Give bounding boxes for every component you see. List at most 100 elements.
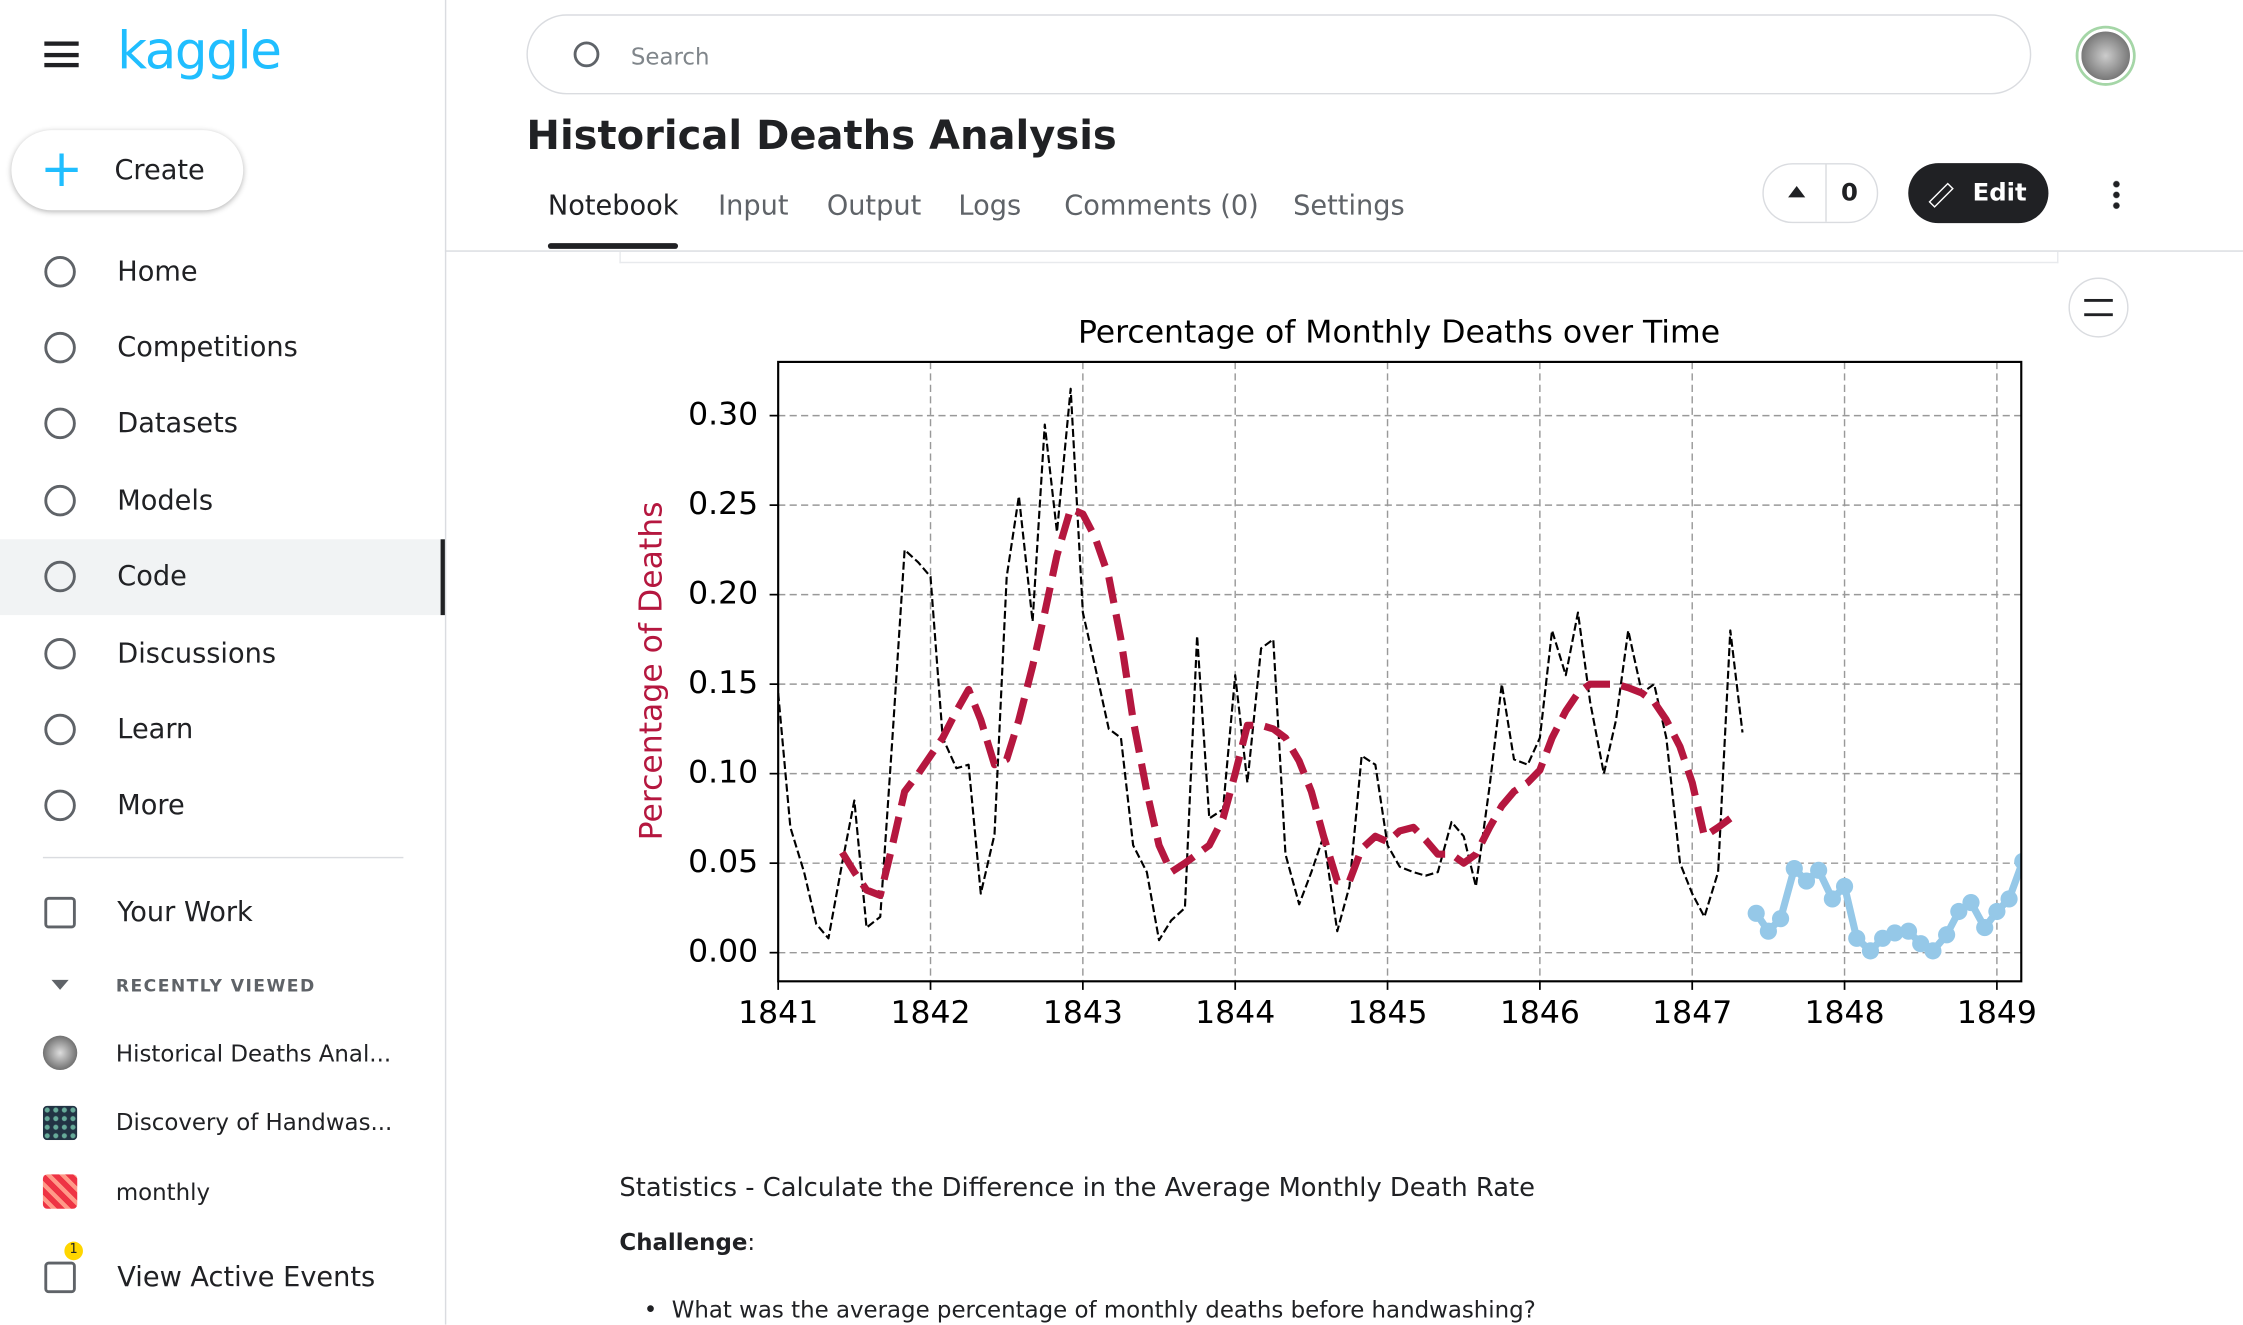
data-point	[1899, 922, 1918, 940]
thumbnail	[42, 1174, 78, 1209]
bullet-text: What was the average percentage of month…	[671, 1296, 1536, 1324]
nav-label: Competitions	[117, 331, 298, 364]
y-tick-label: 0.25	[688, 486, 758, 522]
tab[interactable]: Output	[826, 190, 922, 222]
tab[interactable]: Settings	[1293, 190, 1405, 222]
vote-button[interactable]: 0	[1762, 163, 1879, 224]
data-point	[1810, 861, 1828, 879]
y-tick-label: 0.30	[688, 397, 758, 433]
more-menu[interactable]	[2112, 178, 2120, 211]
icon	[44, 896, 76, 928]
search-placeholder: Search	[630, 42, 710, 71]
y-tick-label: 0.20	[688, 576, 758, 612]
menu-icon[interactable]	[44, 41, 79, 68]
notebook-title: Historical Deaths Analysis	[526, 111, 1117, 159]
data-point	[1962, 893, 1980, 912]
plus-icon: +	[40, 140, 84, 199]
data-point	[2000, 890, 2018, 908]
recent-label: Historical Deaths Anal...	[115, 1039, 392, 1067]
nav-icon	[44, 408, 76, 440]
data-point	[1835, 877, 1854, 896]
edit-button[interactable]: Edit	[1908, 163, 2049, 224]
caret[interactable]	[51, 979, 69, 990]
vote-count: 0	[1841, 178, 1858, 208]
chart: Percentage of Monthly Deaths over Time P…	[633, 314, 2037, 1031]
toc-button[interactable]	[2068, 277, 2129, 338]
tab[interactable]: Input	[718, 190, 789, 222]
upvote-icon	[1788, 185, 1806, 198]
nav-item[interactable]: Code	[0, 538, 445, 615]
y-tick-label: 0.15	[688, 665, 758, 701]
nav-icon	[44, 331, 76, 364]
y-tick-label: 0.10	[688, 755, 758, 791]
nav-item[interactable]: Competitions	[0, 310, 445, 386]
nav-item[interactable]: Models	[0, 462, 445, 538]
nav-item[interactable]: Home	[0, 233, 445, 309]
tab[interactable]: Logs	[958, 190, 1022, 222]
recent-item[interactable]: monthly	[0, 1170, 445, 1213]
section-heading: Statistics - Calculate the Difference in…	[619, 1172, 1535, 1204]
nav-item[interactable]: Discussions	[0, 615, 445, 691]
nav-item[interactable]: Datasets	[0, 386, 445, 462]
badge: 1	[64, 1241, 83, 1261]
thumbnail	[42, 1105, 78, 1140]
nav-item[interactable]: Learn	[0, 691, 445, 767]
bullet: • What was the average percentage of mon…	[643, 1296, 1536, 1324]
y-tick-label: 0.00	[688, 934, 758, 970]
header-divider	[444, 250, 2243, 252]
recent-item[interactable]: Discovery of Handwas...	[0, 1101, 445, 1144]
x-tick-label: 1844	[1195, 995, 1275, 1031]
y-axis-label: Percentage of Deaths	[633, 501, 669, 840]
nav-icon	[44, 790, 76, 822]
data-point	[1924, 942, 1942, 960]
challenge-label: Challenge	[619, 1228, 748, 1256]
data-line	[778, 387, 1744, 942]
x-tick-label: 1848	[1805, 995, 1885, 1031]
data-point	[1861, 942, 1880, 960]
data-point	[1797, 872, 1816, 890]
x-tick-label: 1843	[1043, 995, 1123, 1031]
your-work[interactable]: Your Work	[0, 874, 445, 950]
create-label: Create	[114, 154, 205, 186]
data-point	[1988, 902, 2006, 921]
chart-title: Percentage of Monthly Deaths over Time	[1078, 314, 1720, 350]
pencil-icon	[1928, 182, 1954, 208]
tab[interactable]: Notebook	[547, 190, 679, 222]
create-button[interactable]: + Create	[11, 130, 244, 211]
nav-icon	[44, 484, 76, 516]
nav-item[interactable]: More	[0, 768, 445, 844]
nav-label: Datasets	[117, 408, 238, 440]
recent-item[interactable]: Historical Deaths Anal...	[0, 1031, 445, 1074]
avatar[interactable]	[2078, 28, 2133, 83]
vote-divider	[1825, 164, 1827, 222]
data-point	[1823, 890, 1841, 908]
data-point	[1938, 926, 1956, 944]
sidebar: kaggle + Create Home Competitions Datasets…	[0, 0, 447, 1325]
search-bar[interactable]: Search	[526, 14, 2032, 95]
data-point	[1976, 919, 1994, 937]
cell-border	[619, 251, 2059, 264]
data-point	[1886, 924, 1904, 942]
x-tick-label: 1841	[738, 995, 818, 1031]
data-point	[2014, 852, 2022, 870]
data-point	[1950, 902, 1968, 921]
x-tick-label: 1847	[1652, 995, 1732, 1031]
thumbnail	[42, 1035, 78, 1070]
tab[interactable]: Comments (0)	[1064, 190, 1259, 222]
data-point	[1771, 910, 1790, 928]
logo[interactable]: kaggle	[117, 22, 282, 82]
x-tick-label: 1842	[890, 995, 970, 1031]
nav-icon	[44, 255, 76, 287]
recent-heading: RECENTLY VIEWED	[115, 975, 316, 996]
x-tick-label: 1845	[1347, 995, 1427, 1031]
label: View Active Events	[117, 1260, 376, 1293]
data-point	[1747, 904, 1765, 922]
nav-label: Home	[117, 255, 198, 287]
recent-label: Discovery of Handwas...	[115, 1108, 393, 1136]
nav-label: Code	[117, 560, 187, 593]
nav-label: Models	[117, 484, 214, 516]
data-point	[1785, 859, 1803, 878]
edit-label: Edit	[1972, 178, 2027, 208]
active-events[interactable]: 1 View Active Events	[0, 1239, 445, 1315]
x-tick-label: 1849	[1957, 995, 2037, 1031]
